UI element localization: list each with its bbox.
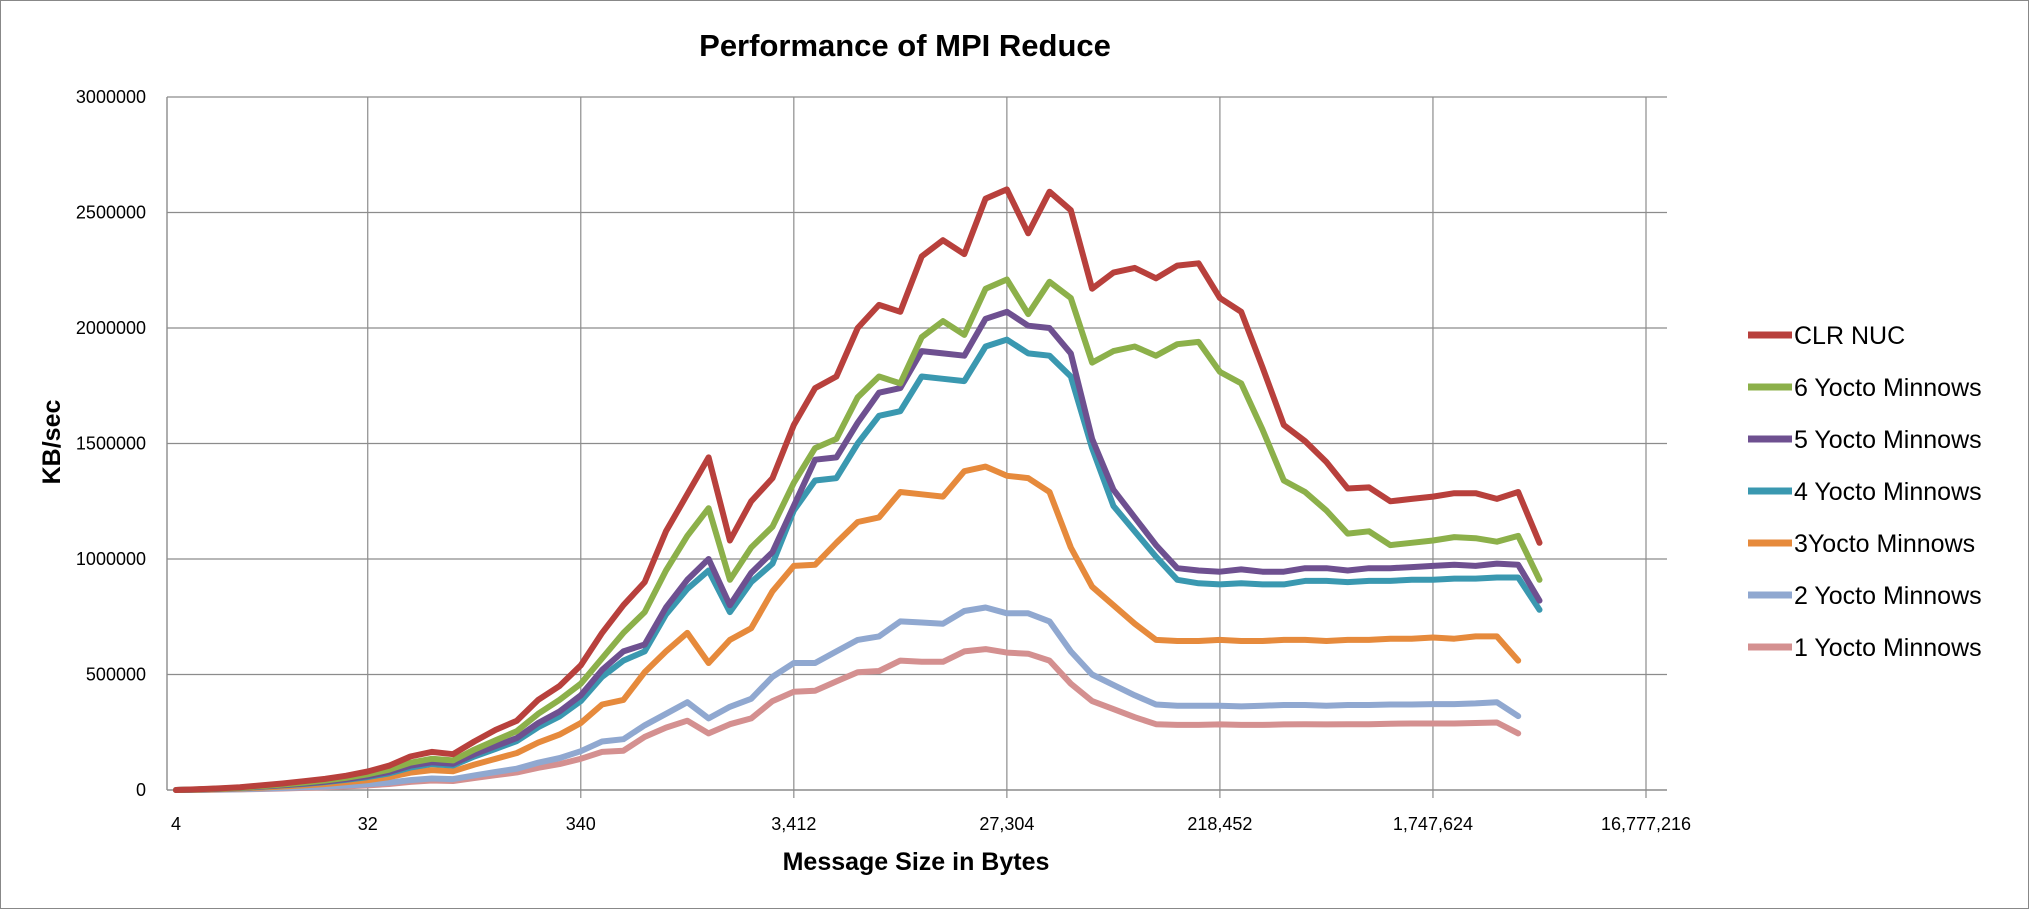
x-tick-label: 218,452 <box>1187 814 1252 834</box>
series-line-2-yocto-minnows <box>173 604 1522 793</box>
y-axis-label: KB/sec <box>38 400 66 485</box>
x-tick-label: 1,747,624 <box>1393 814 1473 834</box>
axes <box>166 97 1667 798</box>
y-tick-labels: 0 500000 1000000 1500000 2000000 2500000 30000… <box>76 87 146 800</box>
x-axis-label: Message Size in Bytes <box>783 848 1050 876</box>
x-tick-label: 27,304 <box>979 814 1034 834</box>
legend-label: 2 Yocto Minnows <box>1794 582 1982 610</box>
series-lines <box>173 186 1543 793</box>
y-tick-label: 0 <box>136 780 146 800</box>
y-tick-label: 500000 <box>86 665 146 685</box>
legend-label: 5 Yocto Minnows <box>1794 426 1982 454</box>
y-tick-label: 2000000 <box>76 318 146 338</box>
x-tick-label: 3,412 <box>771 814 816 834</box>
y-tick-label: 2500000 <box>76 203 146 223</box>
legend: CLR NUC 6 Yocto Minnows 5 Yocto Minnows 4 Y… <box>1748 322 1982 662</box>
x-tick-label: 32 <box>358 814 378 834</box>
y-tick-label: 1500000 <box>76 434 146 454</box>
legend-label: 4 Yocto Minnows <box>1794 478 1982 506</box>
y-tick-label: 3000000 <box>76 87 146 107</box>
grid <box>167 96 1667 790</box>
chart-title: Performance of MPI Reduce <box>699 28 1111 63</box>
x-tick-label: 340 <box>566 814 596 834</box>
legend-label: CLR NUC <box>1794 322 1905 350</box>
series-line-6-yocto-minnows <box>173 276 1543 793</box>
legend-label: 1 Yocto Minnows <box>1794 634 1982 662</box>
series-line-3yocto-minnows <box>173 463 1522 793</box>
legend-label: 6 Yocto Minnows <box>1794 374 1982 402</box>
series-line-5-yocto-minnows <box>173 308 1543 793</box>
legend-label: 3Yocto Minnows <box>1794 530 1975 558</box>
x-tick-label: 4 <box>171 814 181 834</box>
x-tick-label: 16,777,216 <box>1601 814 1691 834</box>
x-tick-labels: 4 32 340 3,412 27,304 218,452 1,747,624 16,777,… <box>171 814 1691 834</box>
y-tick-label: 1000000 <box>76 549 146 569</box>
series-line-clr-nuc <box>173 186 1543 793</box>
